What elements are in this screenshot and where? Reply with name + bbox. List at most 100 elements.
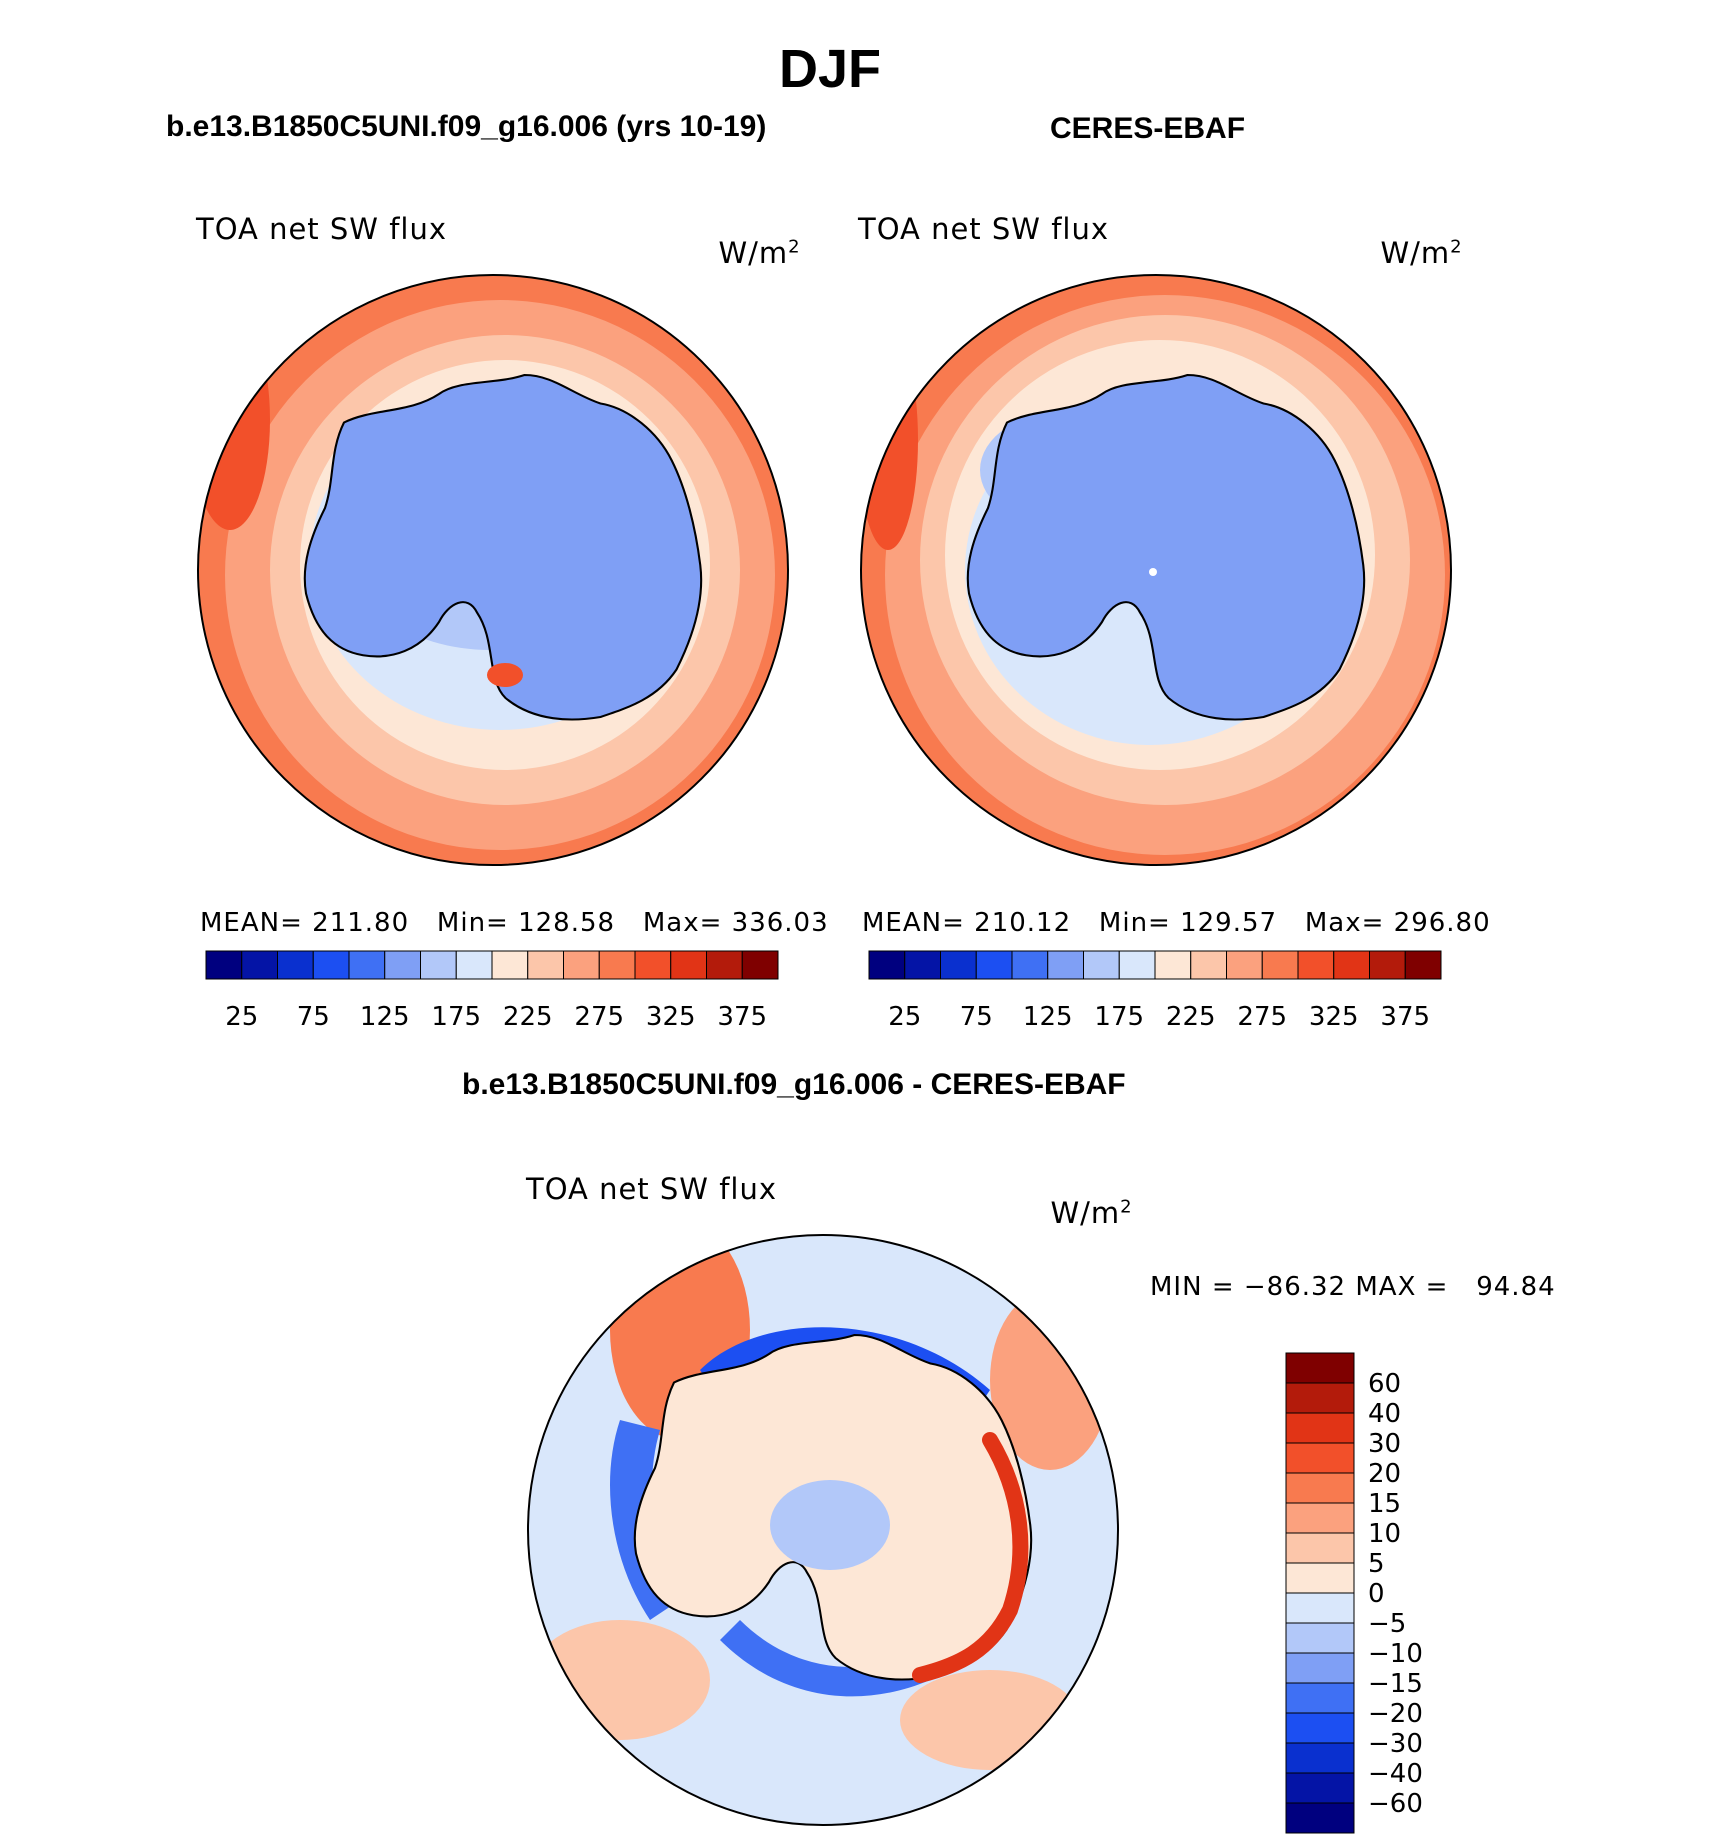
panel1-colorbar-swatch — [277, 950, 314, 980]
diff-units-sup: 2 — [1120, 1196, 1133, 1218]
diff-colorbar-tick-label: −5 — [1368, 1609, 1406, 1639]
panel1-units-sup: 2 — [788, 236, 801, 258]
panel2-colorbar-swatch — [940, 950, 977, 980]
panel2-colorbar-swatch — [1333, 950, 1370, 980]
panel1-units-label: W/m2 — [698, 202, 801, 270]
page-title: DJF — [778, 39, 881, 99]
panel1-colorbar-swatch — [491, 950, 529, 980]
diff-colorbar-tick-label: 60 — [1368, 1369, 1401, 1399]
diff-colorbar-tick-label: 20 — [1368, 1459, 1401, 1489]
panel2-variable-label: TOA net SW flux — [858, 212, 1110, 246]
panel2-units-text: W/m — [1380, 236, 1451, 270]
panel2-stats: MEAN= 210.12 Min= 129.57 Max= 296.80 — [862, 908, 1491, 938]
panel1-colorbar-swatch — [598, 950, 636, 980]
panel2-colorbar-tick-label: 175 — [1094, 1002, 1144, 1032]
diff-colorbar-tick-label: 15 — [1368, 1489, 1401, 1519]
diff-colorbar-tick-label: −15 — [1368, 1669, 1423, 1699]
panel1-colorbar-swatch — [312, 950, 350, 980]
panel2-colorbar-tick-label: 75 — [960, 1002, 993, 1032]
panel1-colorbar-swatch — [527, 950, 564, 980]
diff-colorbar-swatch — [1285, 1652, 1355, 1684]
panel2-colorbar-tick-label: 25 — [888, 1002, 921, 1032]
diff-variable-label: TOA net SW flux — [526, 1172, 778, 1206]
diff-colorbar-swatch — [1285, 1742, 1355, 1774]
panel2-colorbar-tick-label: 125 — [1023, 1002, 1073, 1032]
panel2-colorbar-tick-label: 375 — [1380, 1002, 1430, 1032]
diff-colorbar-tick-label: −30 — [1368, 1729, 1423, 1759]
diff-colorbar-swatch — [1285, 1802, 1355, 1834]
panel1-map — [198, 275, 788, 865]
diff-colorbar-swatch — [1285, 1622, 1355, 1654]
panel1-colorbar-swatch — [563, 950, 600, 980]
panel2-colorbar-swatch — [1118, 950, 1156, 980]
panel2-colorbar-swatch — [1226, 950, 1263, 980]
panel1-colorbar-tick-label: 175 — [431, 1002, 481, 1032]
diff-colorbar-swatch — [1285, 1442, 1355, 1474]
panel1-colorbar-swatch — [241, 950, 278, 980]
panel2-map-border — [860, 274, 1452, 866]
panel1-colorbar-tick-label: 25 — [225, 1002, 258, 1032]
diff-colorbar-tick-label: 30 — [1368, 1429, 1401, 1459]
diff-colorbar-swatch — [1285, 1712, 1355, 1744]
panel1-colorbar-swatch — [741, 950, 779, 980]
panel2-colorbar-swatch — [1369, 950, 1406, 980]
panel2-colorbar-swatch — [868, 950, 906, 980]
panel1-units-text: W/m — [718, 236, 789, 270]
panel1-colorbar-swatch — [634, 950, 672, 980]
panel2-colorbar-swatch — [1297, 950, 1335, 980]
diff-colorbar-tick-label: 10 — [1368, 1519, 1401, 1549]
panel2-colorbar-tick-label: 325 — [1309, 1002, 1359, 1032]
panel2-colorbar-swatch — [1154, 950, 1192, 980]
panel1-colorbar-tick-label: 125 — [360, 1002, 410, 1032]
panel2-units-sup: 2 — [1450, 236, 1463, 258]
panel1-colorbar: 25 75 125 175 225 275 325 375 — [205, 950, 779, 1032]
panel2-colorbar-tick-label: 225 — [1166, 1002, 1216, 1032]
diff-colorbar-swatch — [1285, 1382, 1355, 1414]
panel1-colorbar-swatch — [205, 950, 243, 980]
diff-colorbar-tick-label: −60 — [1368, 1789, 1423, 1819]
panel1-colorbar-swatch — [670, 950, 707, 980]
panel1-colorbar-swatch — [420, 950, 457, 980]
panel2-units-label: W/m2 — [1360, 202, 1463, 270]
diff-colorbar-swatch — [1285, 1682, 1355, 1714]
panel2-colorbar-swatch — [1011, 950, 1049, 980]
panel2-colorbar-tick-label: 275 — [1237, 1002, 1287, 1032]
diff-colorbar-tick-label: 5 — [1368, 1549, 1385, 1579]
panel1-colorbar-swatch — [348, 950, 386, 980]
panel2-colorbar-swatch — [975, 950, 1013, 980]
panel2-map — [861, 275, 1451, 865]
diff-minmax-label: MIN = −86.32 MAX = 94.84 — [1150, 1272, 1556, 1302]
panel2-title: CERES-EBAF — [1050, 112, 1246, 145]
panel2-colorbar-swatch — [1190, 950, 1227, 980]
diff-colorbar-swatch — [1285, 1412, 1355, 1444]
diff-colorbar-swatch — [1285, 1472, 1355, 1504]
panel1-colorbar-swatch — [706, 950, 743, 980]
panel1-colorbar-swatch — [384, 950, 421, 980]
panel1-colorbar-tick-label: 325 — [646, 1002, 696, 1032]
diff-units-text: W/m — [1050, 1196, 1121, 1230]
panel1-map-border — [197, 274, 789, 866]
panel1-variable-label: TOA net SW flux — [196, 212, 448, 246]
diff-colorbar-tick-label: 40 — [1368, 1399, 1401, 1429]
panel1-colorbar-tick-label: 375 — [717, 1002, 767, 1032]
panel1-title: b.e13.B1850C5UNI.f09_g16.006 (yrs 10-19) — [166, 110, 767, 143]
diff-colorbar-tick-label: −10 — [1368, 1639, 1423, 1669]
panel2-colorbar-swatch — [1083, 950, 1120, 980]
panel1-colorbar-tick-label: 225 — [503, 1002, 553, 1032]
diff-colorbar-tick-label: −40 — [1368, 1759, 1423, 1789]
panel2-colorbar-swatch — [904, 950, 941, 980]
panel1-colorbar-swatch — [455, 950, 493, 980]
panel1-stats: MEAN= 211.80 Min= 128.58 Max= 336.03 — [200, 908, 829, 938]
diff-title: b.e13.B1850C5UNI.f09_g16.006 - CERES-EBA… — [462, 1068, 1126, 1101]
diff-colorbar-tick-label: 0 — [1368, 1579, 1385, 1609]
panel1-colorbar-tick-label: 275 — [574, 1002, 624, 1032]
diff-units-label: W/m2 — [1030, 1162, 1133, 1230]
panel2-colorbar: 25 75 125 175 225 275 325 375 — [868, 950, 1442, 1032]
diff-map-border — [527, 1234, 1119, 1826]
diff-colorbar-swatch — [1285, 1502, 1355, 1534]
diff-colorbar-swatch — [1285, 1532, 1355, 1564]
panel2-colorbar-swatch — [1047, 950, 1084, 980]
diff-map — [528, 1235, 1118, 1825]
